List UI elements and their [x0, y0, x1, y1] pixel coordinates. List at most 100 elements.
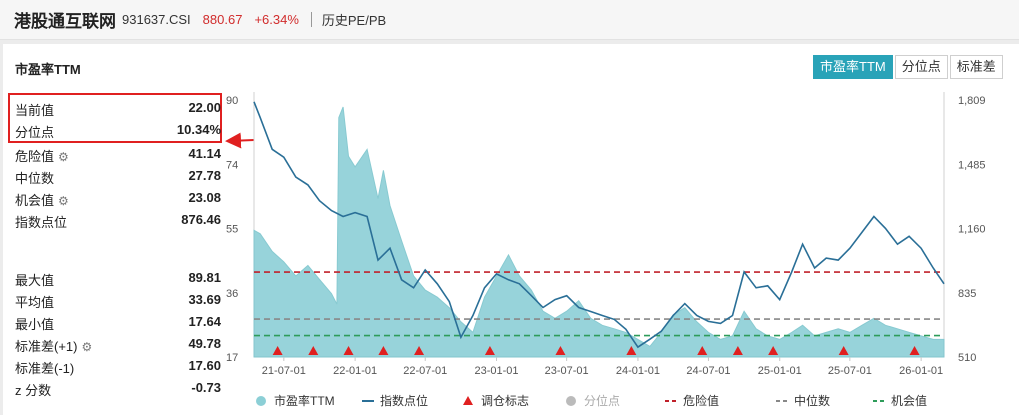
header-bar: 港股通互联网 931637.CSI 880.67 +6.34% 历史PE/PB — [0, 0, 1019, 40]
rebalance-marker — [414, 346, 425, 355]
pe-ttm-button[interactable]: 市盈率TTM — [813, 55, 893, 79]
x-tick-label: 23-07-01 — [545, 365, 589, 377]
rebalance-marker — [343, 346, 354, 355]
reference-lines — [254, 271, 944, 337]
x-tick-label: 25-07-01 — [828, 365, 872, 377]
stat-label: z 分数 — [15, 383, 52, 398]
rebalance-marker — [272, 346, 283, 355]
stat-label: 机会值 — [15, 193, 55, 208]
x-tick-label: 22-01-01 — [333, 365, 377, 377]
stat-label: 当前值 — [15, 103, 55, 118]
stat-opportunity: 机会值 ⚙ 23.08 — [15, 190, 221, 208]
legend-label: 调仓标志 — [481, 394, 529, 408]
percentile-button[interactable]: 分位点 — [894, 55, 948, 79]
legend-item: 调仓标志 — [463, 394, 529, 408]
stat-min: 最小值 17.64 — [15, 314, 221, 332]
pe-area — [253, 106, 945, 358]
legend-item: 中位数 — [776, 393, 830, 408]
stat-label: 中位数 — [15, 171, 55, 186]
legend-item: 机会值 — [873, 393, 927, 408]
index-change: +6.34% — [254, 12, 299, 27]
stat-value: 23.08 — [188, 190, 221, 205]
rebalance-marker — [626, 346, 637, 355]
y-right-tick-label: 835 — [958, 288, 976, 300]
stat-index-point: 指数点位 876.46 — [15, 212, 221, 230]
y-left-tick-label: 36 — [226, 288, 238, 300]
stat-value: -0.73 — [191, 380, 221, 395]
std-dev-button[interactable]: 标准差 — [949, 55, 1003, 79]
rebalance-markers — [272, 346, 920, 355]
stat-median: 中位数 27.78 — [15, 168, 221, 186]
stat-value: 33.69 — [188, 292, 221, 307]
stat-value: 22.00 — [188, 100, 221, 115]
index-code: 931637.CSI — [122, 12, 191, 27]
legend-item: 危险值 — [665, 393, 719, 408]
rebalance-marker — [484, 346, 495, 355]
legend-swatch — [463, 396, 473, 405]
y-left-tick-label: 17 — [226, 352, 238, 364]
y-right-tick-label: 1,485 — [958, 159, 986, 171]
gear-icon[interactable]: ⚙ — [58, 150, 69, 164]
legend-label: 分位点 — [584, 393, 620, 408]
y-left-tick-label: 74 — [226, 159, 238, 171]
stat-label: 分位点 — [15, 125, 55, 140]
stat-label: 标准差(+1) — [15, 339, 78, 354]
stat-value: 10.34% — [176, 122, 221, 137]
legend-swatch — [566, 396, 576, 406]
y-right-tick-label: 510 — [958, 352, 976, 364]
stat-value: 17.64 — [188, 314, 221, 329]
stat-danger: 危险值 ⚙ 41.14 — [15, 146, 221, 164]
stat-label: 标准差(-1) — [15, 361, 75, 376]
stat-label: 平均值 — [15, 295, 55, 310]
stat-label: 最大值 — [15, 273, 55, 288]
stat-current: 当前值 22.00 — [15, 100, 221, 118]
x-tick-label: 24-01-01 — [616, 365, 660, 377]
index-line-path — [253, 101, 945, 349]
stat-value: 17.60 — [188, 358, 221, 373]
chart-axes: 90 74 55 36 17 1,809 1,485 1,160 835 510 21-07-01 2… — [226, 95, 986, 377]
stat-std-plus: 标准差(+1) ⚙ 49.78 — [15, 336, 221, 354]
legend-label: 指数点位 — [380, 393, 428, 408]
index-price: 880.67 — [202, 12, 243, 27]
rebalance-marker — [768, 346, 779, 355]
rebalance-marker — [697, 346, 708, 355]
index-line — [253, 101, 945, 349]
gear-icon[interactable]: ⚙ — [58, 194, 69, 208]
stat-zscore: z 分数 -0.73 — [15, 380, 221, 398]
legend-swatch — [256, 396, 266, 406]
x-tick-label: 25-01-01 — [758, 365, 802, 377]
legend-label: 机会值 — [891, 393, 927, 408]
stat-std-minus: 标准差(-1) 17.60 — [15, 358, 221, 376]
stat-percentile: 分位点 10.34% — [15, 122, 221, 140]
legend-item: 指数点位 — [362, 393, 428, 408]
stat-mean: 平均值 33.69 — [15, 292, 221, 310]
rebalance-marker — [732, 346, 743, 355]
pe-area-shape — [253, 106, 945, 358]
y-right-tick-label: 1,160 — [958, 224, 986, 236]
stat-value: 89.81 — [188, 270, 221, 285]
header-divider — [310, 12, 312, 27]
gear-icon[interactable]: ⚙ — [81, 340, 93, 354]
x-tick-label: 24-07-01 — [686, 365, 730, 377]
stat-label: 指数点位 — [15, 215, 68, 230]
metric-switch: 市盈率TTM 分位点 标准差 — [813, 55, 1003, 79]
rebalance-marker — [378, 346, 389, 355]
legend-label: 市盈率TTM — [274, 393, 335, 408]
history-pe-pb-tab[interactable]: 历史PE/PB — [321, 13, 387, 28]
stat-value: 41.14 — [188, 146, 221, 161]
legend-item: 分位点 — [566, 393, 620, 408]
rebalance-marker — [308, 346, 319, 355]
y-left-tick-label: 90 — [226, 95, 238, 107]
index-name: 港股通互联网 — [14, 12, 116, 31]
chart-legend: 市盈率TTM 指数点位 调仓标志 分位点 危险值 中位数 机会值 — [256, 393, 927, 408]
x-tick-label: 21-07-01 — [262, 365, 306, 377]
y-left-tick-label: 55 — [226, 224, 238, 236]
stat-label: 最小值 — [15, 317, 55, 332]
x-tick-label: 23-01-01 — [475, 365, 519, 377]
legend-label: 危险值 — [683, 393, 719, 408]
rebalance-marker — [909, 346, 920, 355]
highlight-arrow — [225, 132, 255, 149]
x-tick-label: 22-07-01 — [403, 365, 447, 377]
x-tick-label: 26-01-01 — [899, 365, 943, 377]
